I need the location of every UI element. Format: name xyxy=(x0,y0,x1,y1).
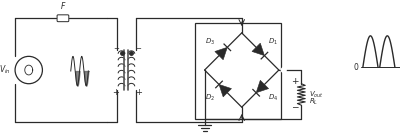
Text: F: F xyxy=(61,2,65,11)
Text: $R_L$: $R_L$ xyxy=(309,97,318,107)
Circle shape xyxy=(281,68,286,72)
Text: $D_1$: $D_1$ xyxy=(268,37,278,47)
Text: $D_2$: $D_2$ xyxy=(206,93,216,104)
Text: −: − xyxy=(113,46,119,51)
Polygon shape xyxy=(215,47,227,60)
Text: +: + xyxy=(291,77,298,86)
Text: $V_{in}$: $V_{in}$ xyxy=(0,64,11,76)
FancyBboxPatch shape xyxy=(57,15,69,22)
Text: $D_4$: $D_4$ xyxy=(268,93,278,104)
Polygon shape xyxy=(256,80,268,93)
Text: −: − xyxy=(135,46,141,51)
Text: $V_{out}$: $V_{out}$ xyxy=(309,89,324,99)
Text: +: + xyxy=(135,88,142,97)
Bar xyxy=(195,23,281,119)
Text: +: + xyxy=(112,88,119,97)
Polygon shape xyxy=(219,84,232,97)
Polygon shape xyxy=(252,43,264,56)
Text: 0: 0 xyxy=(353,63,358,72)
Text: −: − xyxy=(291,103,298,112)
Text: $D_3$: $D_3$ xyxy=(206,37,216,47)
